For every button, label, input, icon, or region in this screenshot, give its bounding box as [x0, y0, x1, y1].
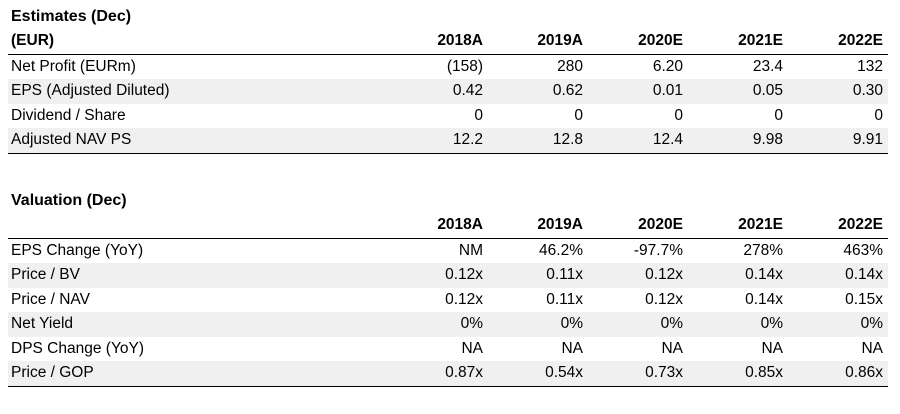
column-header: 2022E	[838, 32, 883, 49]
table-cell: 278%	[743, 241, 783, 259]
table-row: Adjusted NAV PS 12.2 12.8 12.4 9.98 9.91	[8, 128, 888, 153]
table-cell: 0%	[760, 315, 783, 332]
table-cell: 0.12x	[645, 290, 683, 308]
row-label: DPS Change (YoY)	[11, 339, 144, 357]
valuation-section: Valuation (Dec) 2018A 2019A 2020E 2021E …	[8, 189, 888, 387]
table-cell: NA	[661, 339, 683, 357]
row-label: EPS (Adjusted Diluted)	[11, 82, 170, 99]
table-cell: 0.11x	[546, 290, 583, 308]
table-cell: 0%	[460, 315, 483, 332]
table-cell: 0.86x	[845, 364, 883, 381]
column-header	[8, 213, 388, 238]
table-cell: 23.4	[752, 57, 783, 75]
column-header: 2020E	[638, 216, 683, 233]
row-label: Net Yield	[11, 315, 74, 332]
valuation-title: Valuation (Dec)	[11, 192, 127, 209]
table-cell: NA	[761, 339, 783, 357]
table-cell: 46.2%	[539, 241, 583, 259]
table-cell: 0.12x	[445, 266, 483, 283]
column-header: 2021E	[738, 32, 783, 49]
table-cell: (158)	[446, 57, 483, 75]
column-header: 2018A	[437, 216, 483, 233]
table-cell: 12.4	[652, 131, 683, 148]
table-cell: 0.73x	[645, 364, 683, 381]
table-row: EPS Change (YoY) NM 46.2% -97.7% 278% 46…	[8, 238, 888, 263]
table-cell: 0.11x	[546, 266, 583, 283]
row-label: Adjusted NAV PS	[11, 131, 132, 148]
table-cell: 0	[574, 106, 583, 124]
table-cell: 0.42	[452, 82, 483, 99]
row-label: Price / BV	[11, 266, 80, 283]
table-row: EPS (Adjusted Diluted) 0.42 0.62 0.01 0.…	[8, 79, 888, 104]
table-cell: 280	[557, 57, 583, 75]
table-cell: 132	[857, 57, 883, 75]
table-cell: 9.91	[852, 131, 883, 148]
column-header: 2020E	[638, 32, 683, 49]
table-cell: 0%	[560, 315, 583, 332]
table-cell: 0.14x	[845, 266, 883, 283]
column-header: 2018A	[437, 32, 483, 49]
row-label: Net Profit (EURm)	[11, 57, 136, 75]
row-label: Price / GOP	[11, 364, 94, 381]
table-row: Price / GOP 0.87x 0.54x 0.73x 0.85x 0.86…	[8, 361, 888, 386]
table-cell: -97.7%	[633, 241, 683, 259]
table-cell: 0.30	[852, 82, 883, 99]
table-cell: 0%	[860, 315, 883, 332]
table-cell: 6.20	[652, 57, 683, 75]
column-header: 2022E	[838, 216, 883, 233]
table-row: Price / NAV 0.12x 0.11x 0.12x 0.14x 0.15…	[8, 288, 888, 313]
table-cell: NM	[458, 241, 483, 259]
column-header: 2021E	[738, 216, 783, 233]
column-header: 2019A	[537, 32, 583, 49]
table-cell: 0.01	[652, 82, 683, 99]
table-cell: 0	[774, 106, 783, 124]
table-cell: 0.62	[552, 82, 583, 99]
table-row: DPS Change (YoY) NA NA NA NA NA	[8, 337, 888, 362]
estimates-section: Estimates (Dec) (EUR) 2018A 2019A 2020E …	[8, 5, 888, 154]
table-row: Net Profit (EURm) (158) 280 6.20 23.4 13…	[8, 54, 888, 79]
table-row: Dividend / Share 0 0 0 0 0	[8, 104, 888, 129]
table-cell: 0	[674, 106, 683, 124]
row-label: Price / NAV	[11, 290, 90, 308]
table-cell: 9.98	[752, 131, 783, 148]
table-cell: 0	[474, 106, 483, 124]
column-header: (EUR)	[11, 32, 55, 49]
table-cell: 0.85x	[745, 364, 783, 381]
table-cell: 12.2	[452, 131, 483, 148]
table-cell: 0.14x	[745, 290, 783, 308]
table-cell: 463%	[843, 241, 883, 259]
valuation-header-row: 2018A 2019A 2020E 2021E 2022E	[8, 213, 888, 238]
table-cell: 0.14x	[745, 266, 783, 283]
table-cell: 0.87x	[445, 364, 483, 381]
table-cell: 12.8	[552, 131, 583, 148]
table-cell: 0%	[660, 315, 683, 332]
table-cell: NA	[461, 339, 483, 357]
row-label: Dividend / Share	[11, 106, 126, 124]
table-row: Price / BV 0.12x 0.11x 0.12x 0.14x 0.14x	[8, 263, 888, 288]
table-cell: 0.15x	[845, 290, 883, 308]
column-header: 2019A	[537, 216, 583, 233]
valuation-table: 2018A 2019A 2020E 2021E 2022E EPS Change…	[8, 213, 888, 387]
estimates-table: (EUR) 2018A 2019A 2020E 2021E 2022E Net …	[8, 29, 888, 154]
table-cell: NA	[561, 339, 583, 357]
table-cell: 0.54x	[545, 364, 583, 381]
row-label: EPS Change (YoY)	[11, 241, 144, 259]
table-cell: 0	[874, 106, 883, 124]
table-cell: NA	[861, 339, 883, 357]
estimates-title: Estimates (Dec)	[11, 8, 132, 25]
estimates-header-row: (EUR) 2018A 2019A 2020E 2021E 2022E	[8, 29, 888, 54]
table-cell: 0.12x	[445, 290, 483, 308]
table-cell: 0.05	[752, 82, 783, 99]
table-cell: 0.12x	[645, 266, 683, 283]
table-row: Net Yield 0% 0% 0% 0% 0%	[8, 312, 888, 337]
